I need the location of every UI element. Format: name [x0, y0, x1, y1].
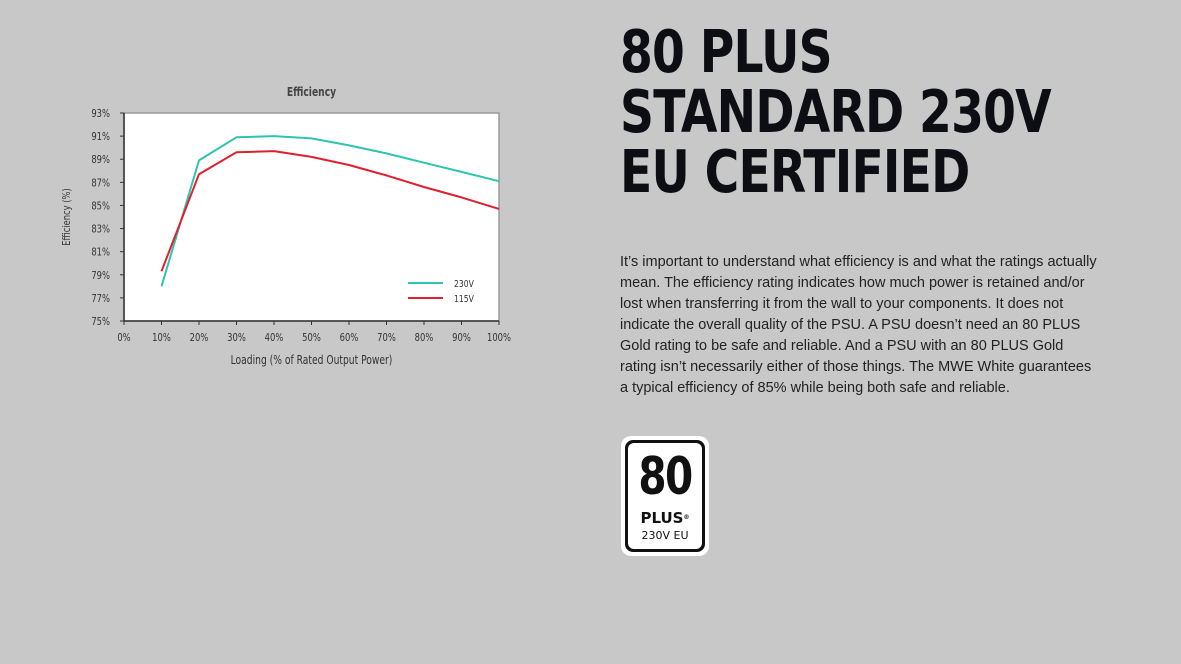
badge-number: 80	[638, 447, 693, 507]
series-line-115V	[160, 150, 500, 272]
legend-label: 230V	[454, 278, 474, 290]
y-tick-label: 79%	[91, 270, 110, 282]
efficiency-chart-svg: 75% 77% 79% 81% 83% 85% 87% 89% 91% 93% 0% 10% 20% 30…	[61, 85, 511, 367]
badge-plus-label: PLUS®	[628, 510, 702, 526]
badge-face: 80 PLUS® 230V EU	[628, 443, 702, 549]
description-text: It’s important to understand what effici…	[620, 254, 1097, 396]
efficiency-chart: 75% 77% 79% 81% 83% 85% 87% 89% 91% 93% 0% 10% 20% 30…	[0, 0, 580, 664]
badge-border: 80 PLUS® 230V EU	[625, 440, 705, 552]
y-tick-label: 77%	[91, 293, 110, 305]
y-tick-label: 85%	[91, 201, 110, 213]
chart-title: Efficiency	[287, 85, 337, 99]
y-tick-label: 89%	[91, 155, 110, 167]
title-line-1: 80 PLUS	[620, 17, 833, 86]
y-tick-label: 87%	[91, 178, 110, 190]
y-tick-label: 81%	[91, 247, 110, 259]
y-tick-label: 75%	[91, 316, 110, 328]
x-tick-label: 100%	[487, 332, 511, 344]
page-title: 80 PLUS STANDARD 230V EU CERTIFIED	[620, 22, 1052, 202]
badge-plus-text: PLUS	[640, 509, 684, 527]
x-tick-label: 50%	[302, 332, 321, 344]
x-tick-label: 0%	[117, 332, 131, 344]
legend-label: 115V	[454, 293, 474, 305]
y-tick-label: 93%	[91, 108, 110, 120]
x-tick-label: 30%	[227, 332, 246, 344]
plot-area	[123, 112, 500, 322]
badge-registered-mark: ®	[683, 514, 690, 521]
80-plus-badge: 80 PLUS® 230V EU	[621, 436, 709, 556]
x-tick-label: 80%	[415, 332, 434, 344]
x-tick-label: 20%	[190, 332, 209, 344]
title-line-3: EU CERTIFIED	[620, 137, 970, 206]
x-tick-label: 60%	[340, 332, 359, 344]
x-tick-label: 70%	[377, 332, 396, 344]
x-tick-label: 40%	[265, 332, 284, 344]
y-tick-label: 83%	[91, 224, 110, 236]
x-axis-label: Loading (% of Rated Output Power)	[231, 353, 393, 367]
y-tick-label: 91%	[91, 131, 110, 143]
x-tick-label: 10%	[152, 332, 171, 344]
y-axis-label: Efficiency (%)	[61, 188, 73, 246]
x-tick-label: 90%	[452, 332, 471, 344]
badge-cert-label: 230V EU	[641, 529, 689, 542]
series-line-230V	[160, 135, 500, 287]
title-line-2: STANDARD 230V	[620, 77, 1052, 146]
